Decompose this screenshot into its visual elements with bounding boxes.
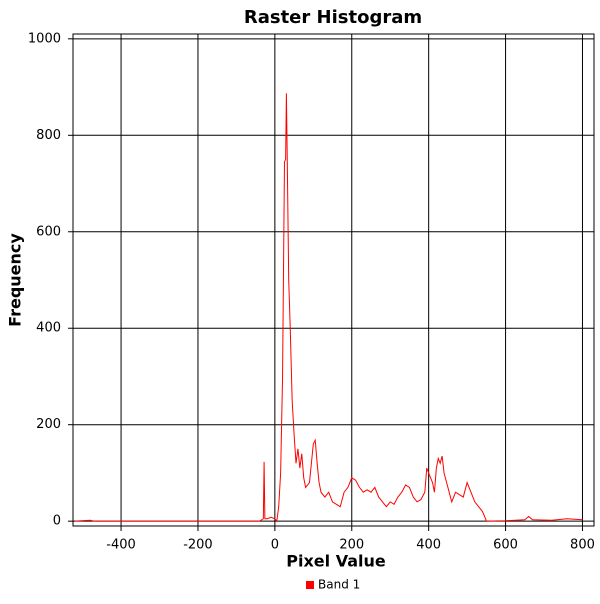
x-axis-label: Pixel Value [286, 552, 386, 571]
y-axis-label: Frequency [6, 233, 25, 327]
y-tick-label: 600 [36, 224, 61, 239]
x-tick-label: 800 [570, 538, 595, 553]
y-tick-label: 800 [36, 128, 61, 143]
x-tick-label: 600 [493, 538, 518, 553]
chart-title: Raster Histogram [244, 7, 422, 28]
x-tick-label: 200 [339, 538, 364, 553]
x-tick-label: 0 [271, 538, 279, 553]
y-tick-label: 200 [36, 417, 61, 432]
plot-area [72, 33, 595, 527]
data-line [74, 93, 583, 523]
legend-swatch [306, 581, 314, 589]
y-tick-label: 400 [36, 321, 61, 336]
legend-label: Band 1 [318, 578, 360, 592]
x-tick-label: 400 [416, 538, 441, 553]
x-tick-label: -400 [106, 538, 136, 553]
x-tick-label: -200 [183, 538, 213, 553]
y-tick-label: 1000 [28, 31, 61, 46]
y-tick-label: 0 [53, 514, 61, 529]
